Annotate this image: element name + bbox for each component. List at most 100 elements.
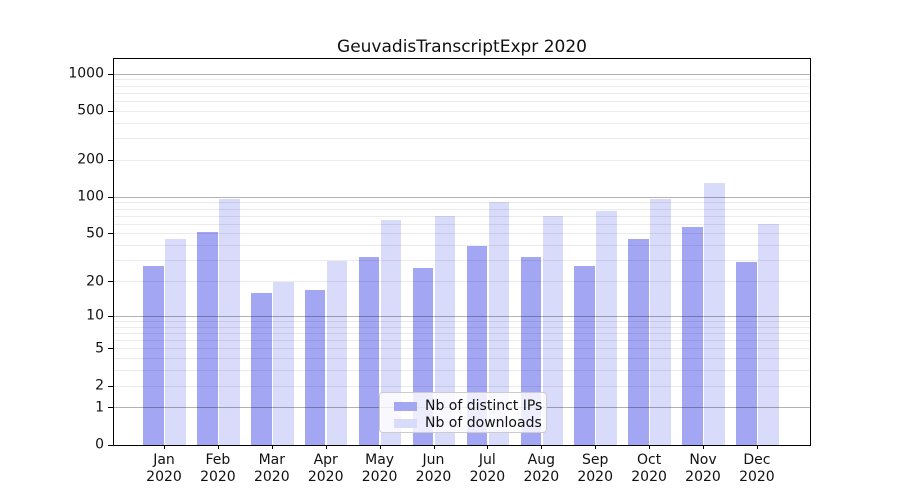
x-tick-year: 2020 [523,469,560,485]
gridline-minor [114,79,810,81]
x-tick-month: Jul [478,452,496,468]
bar-downloads [165,239,186,445]
gridline-minor [114,110,810,112]
y-tick-mark [108,385,113,387]
x-tick-year: 2020 [577,469,614,485]
bar-distinct-ips [574,266,595,445]
bar-downloads [273,281,294,445]
x-tick-label: Mar 2020 [254,452,290,486]
x-tick-year: 2020 [253,469,290,485]
gridline-minor [114,85,810,87]
y-tick-label: 1000 [68,65,104,82]
x-tick-label: Jun 2020 [416,452,452,486]
y-tick-mark [108,281,113,282]
x-tick-label: Aug 2020 [523,452,559,486]
x-tick-mark [164,445,165,449]
x-tick-mark [595,445,597,449]
bar-downloads [219,198,240,445]
x-tick-month: Sep [581,452,609,468]
x-tick-month: Apr [313,452,338,468]
x-tick-label: Sep 2020 [577,452,613,486]
bar-distinct-ips [628,239,649,445]
x-tick-label: Apr 2020 [308,452,344,486]
bar-distinct-ips [304,289,326,445]
bar-distinct-ips [197,231,218,445]
x-tick-mark [703,445,704,449]
y-tick-label: 100 [77,188,104,205]
y-tick-label: 50 [86,225,104,242]
x-tick-year: 2020 [361,469,398,485]
y-tick-label: 10 [86,307,104,324]
gridline-minor [114,122,810,124]
y-tick-mark [108,444,113,446]
x-tick-mark [756,445,758,449]
bar-downloads [704,183,725,445]
y-tick-mark [108,159,113,161]
x-tick-label: Nov 2020 [685,452,721,486]
x-tick-year: 2020 [631,469,667,485]
chart-title: GeuvadisTranscriptExpr 2020 [337,37,587,57]
bar-downloads [488,201,510,445]
x-tick-month: May [365,452,395,468]
x-tick-label: Jul 2020 [470,452,506,486]
gridline-minor [114,100,810,102]
x-tick-month: Nov [689,452,717,468]
x-tick-mark [433,445,435,449]
x-tick-month: Oct [636,452,662,468]
x-tick-year: 2020 [415,469,452,485]
x-tick-year: 2020 [307,469,344,485]
bar-distinct-ips [143,266,164,445]
y-tick-mark [108,196,113,198]
x-tick-month: Jan [153,452,175,468]
y-tick-mark [108,233,113,235]
legend-swatch-distinct-ips [394,401,417,411]
y-tick-label: 200 [77,151,104,168]
legend-swatch-downloads [394,418,417,428]
x-tick-month: Dec [743,452,771,468]
x-tick-mark [649,445,651,449]
x-tick-month: Feb [205,452,231,468]
y-tick-mark [108,348,113,350]
y-tick-mark [108,110,113,112]
bar-downloads [650,198,671,445]
x-tick-month: Jun [422,452,445,468]
plot-area: Nb of distinct IPs Nb of downloads 0 1 2 5 1… [68,58,811,485]
bar-downloads [326,260,348,445]
y-tick-label: 5 [95,340,104,357]
gridline-major [114,73,810,75]
bar-downloads [380,220,402,445]
legend-item-distinct-ips: Nb of distinct IPs [394,398,546,414]
x-tick-year: 2020 [469,469,506,485]
x-tick-year: 2020 [146,469,182,485]
gridline-minor [114,159,810,161]
x-tick-label: Dec 2020 [739,452,775,486]
bar-downloads [434,216,456,445]
legend-label-distinct-ips: Nb of distinct IPs [425,398,543,414]
x-tick-year: 2020 [200,469,236,485]
x-tick-label: Oct 2020 [631,452,667,486]
x-tick-month: Aug [527,452,555,468]
legend: Nb of distinct IPs Nb of downloads [379,392,547,433]
bar-downloads [542,216,563,445]
bar-downloads [596,211,617,445]
y-tick-label: 1 [95,399,104,416]
bar-distinct-ips [358,257,380,445]
x-tick-month: Mar [258,452,286,468]
y-tick-mark [108,73,113,75]
y-tick-label: 20 [86,273,104,290]
y-tick-mark [108,315,113,317]
x-tick-year: 2020 [739,469,775,485]
x-tick-mark [487,445,489,449]
x-tick-mark [271,445,273,449]
x-tick-mark [217,445,219,449]
gridline-minor [114,138,810,139]
bar-distinct-ips [682,227,703,445]
legend-item-downloads: Nb of downloads [394,415,546,431]
x-tick-mark [541,445,543,449]
y-tick-label: 2 [95,377,104,394]
gridline-minor [114,92,810,94]
y-tick-label: 500 [77,102,104,119]
bar-distinct-ips [251,292,272,445]
bar-downloads [758,224,779,445]
